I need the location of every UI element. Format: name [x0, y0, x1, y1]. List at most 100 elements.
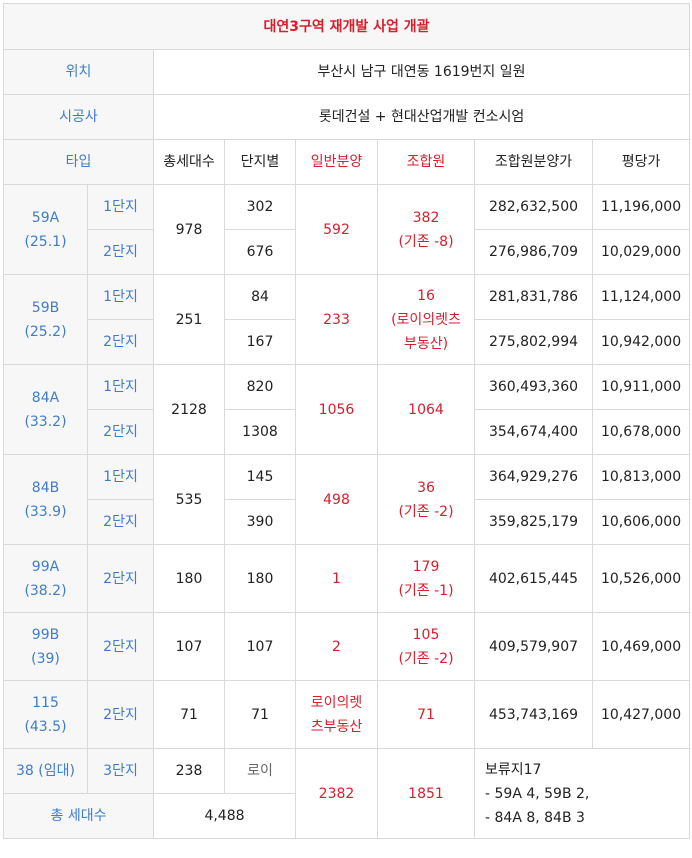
general-cell: 로이의렛 츠부동산 — [295, 680, 378, 749]
col-per-complex: 단지별 — [224, 139, 296, 185]
type-cell: 115 (43.5) — [3, 680, 88, 749]
type-cell: 99B (39) — [3, 612, 88, 681]
contractor-value: 롯데건설 + 현대산업개발 컨소시엄 — [152, 94, 691, 140]
price-cell: 275,802,994 — [474, 319, 593, 365]
table-row: 99B (39) 2단지 107 107 2 105 (기존 -2) 409,579… — [3, 612, 691, 681]
pyeong-cell: 10,427,000 — [591, 680, 691, 749]
price-cell: 402,615,445 — [474, 544, 593, 613]
col-union: 조합원 — [377, 139, 475, 185]
table-row: 2단지 390 359,825,179 10,606,000 — [4, 499, 691, 545]
totals-row: 총 세대수 4,488 — [3, 793, 690, 839]
complex-cell: 2단지 — [87, 319, 154, 365]
location-row: 위치 부산시 남구 대연동 1619번지 일원 — [3, 49, 691, 95]
complex-cell: 1단지 — [87, 454, 154, 500]
count-cell: 145 — [224, 454, 296, 500]
price-cell: 453,743,169 — [474, 680, 593, 749]
count-cell: 84 — [224, 274, 296, 320]
total-households-label: 총 세대수 — [3, 793, 154, 839]
general-cell: 2 — [295, 612, 378, 681]
count-cell: 167 — [224, 319, 296, 365]
table-row: 99A (38.2) 2단지 180 180 1 179 (기존 -1) 402,6… — [3, 544, 691, 613]
complex-cell: 2단지 — [87, 499, 154, 545]
general-total-cell: 2382 — [295, 748, 378, 839]
general-cell: 1056 — [295, 364, 378, 455]
table-row: 115 (43.5) 2단지 71 71 로이의렛 츠부동산 71 453,743,… — [3, 680, 691, 749]
price-cell: 276,986,709 — [474, 229, 593, 275]
location-value: 부산시 남구 대연동 1619번지 일원 — [152, 49, 691, 95]
price-cell: 409,579,907 — [474, 612, 593, 681]
table-row: 59A (25.1) 1단지 978 302 592 382 (기존 -8) 282… — [3, 184, 691, 275]
price-cell: 354,674,400 — [474, 409, 593, 455]
total-cell: 978 — [153, 184, 225, 275]
pyeong-cell: 10,678,000 — [591, 409, 691, 455]
table-row: 2단지 1308 354,674,400 10,678,000 — [4, 409, 691, 455]
table-row: 59B (25.2) 1단지 251 84 233 16 (로이의렛츠 부동산) 28… — [3, 274, 691, 365]
table-row: 2단지 167 275,802,994 10,942,000 — [4, 319, 691, 365]
pyeong-cell: 10,813,000 — [591, 454, 691, 500]
count-cell: 820 — [224, 364, 296, 410]
type-cell: 59B (25.2) — [3, 274, 88, 365]
type-cell: 84B (33.9) — [3, 454, 88, 545]
union-cell: 1064 — [377, 364, 475, 455]
contractor-label: 시공사 — [3, 94, 154, 140]
total-cell: 180 — [153, 544, 225, 613]
price-cell: 359,825,179 — [474, 499, 593, 545]
general-cell: 592 — [295, 184, 378, 275]
count-cell: 1308 — [224, 409, 296, 455]
pyeong-cell: 10,606,000 — [591, 499, 691, 545]
complex-cell: 1단지 — [87, 274, 154, 320]
total-cell: 71 — [153, 680, 225, 749]
general-cell: 1 — [295, 544, 378, 613]
col-per-pyeong: 평당가 — [591, 139, 691, 185]
count-cell: 로이 — [224, 748, 296, 794]
type-cell: 59A (25.1) — [3, 184, 88, 275]
complex-cell: 2단지 — [87, 229, 154, 275]
contractor-row: 시공사 롯데건설 + 현대산업개발 컨소시엄 — [3, 94, 691, 140]
column-header-row: 타입 총세대수 단지별 일반분양 조합원 조합원분양가 평당가 — [3, 139, 691, 185]
union-cell: 179 (기존 -1) — [377, 544, 475, 613]
complex-cell: 2단지 — [87, 612, 154, 681]
col-general: 일반분양 — [295, 139, 378, 185]
price-cell: 282,632,500 — [474, 184, 593, 230]
general-cell: 498 — [295, 454, 378, 545]
union-cell: 16 (로이의렛츠 부동산) — [377, 274, 475, 365]
total-cell: 535 — [153, 454, 225, 545]
type-cell: 38 (임대) — [3, 748, 88, 794]
total-cell: 238 — [153, 748, 225, 794]
total-households-value: 4,488 — [153, 793, 296, 839]
col-type: 타입 — [3, 139, 154, 185]
table-row: 84B (33.9) 1단지 535 145 498 36 (기존 -2) 364,… — [3, 454, 691, 545]
complex-cell: 2단지 — [87, 409, 154, 455]
complex-cell: 1단지 — [87, 184, 154, 230]
pyeong-cell: 10,469,000 — [591, 612, 691, 681]
pyeong-cell: 11,196,000 — [591, 184, 691, 230]
union-cell: 382 (기존 -8) — [377, 184, 475, 275]
table-row: 38 (임대) 3단지 238 로이 2382 1851 보류지17- 59A … — [3, 748, 691, 839]
count-cell: 676 — [224, 229, 296, 275]
complex-cell: 3단지 — [87, 748, 154, 794]
title-row: 대연3구역 재개발 사업 개괄 — [2, 3, 691, 50]
union-cell: 71 — [377, 680, 475, 749]
reserve-note: 보류지17- 59A 4, 59B 2, - 84A 8, 84B 3 — [473, 748, 691, 839]
complex-cell: 2단지 — [87, 544, 154, 613]
complex-cell: 1단지 — [87, 364, 154, 410]
union-total-cell: 1851 — [377, 748, 475, 839]
pyeong-cell: 10,526,000 — [591, 544, 691, 613]
pyeong-cell: 10,029,000 — [591, 229, 691, 275]
count-cell: 390 — [224, 499, 296, 545]
project-overview-table: 대연3구역 재개발 사업 개괄 위치 부산시 남구 대연동 1619번지 일원 … — [2, 3, 691, 839]
type-cell: 84A (33.2) — [3, 364, 88, 455]
count-cell: 302 — [224, 184, 296, 230]
count-cell: 180 — [224, 544, 296, 613]
table-row: 2단지 676 276,986,709 10,029,000 — [4, 229, 691, 275]
location-label: 위치 — [3, 49, 154, 95]
count-cell: 71 — [224, 680, 296, 749]
table-row: 84A (33.2) 1단지 2128 820 1056 1064 360,493… — [3, 364, 691, 455]
price-cell: 360,493,360 — [474, 364, 593, 410]
general-cell: 233 — [295, 274, 378, 365]
count-cell: 107 — [224, 612, 296, 681]
union-cell: 36 (기존 -2) — [377, 454, 475, 545]
col-total: 총세대수 — [153, 139, 225, 185]
page-title: 대연3구역 재개발 사업 개괄 — [2, 3, 691, 50]
col-union-price: 조합원분양가 — [474, 139, 593, 185]
